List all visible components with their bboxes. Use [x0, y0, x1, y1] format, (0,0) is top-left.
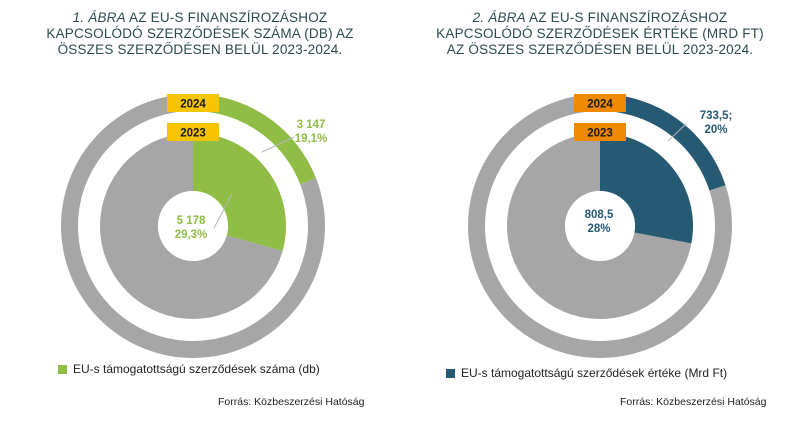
title-line-2: KAPCSOLÓDÓ SZERZŐDÉSEK SZÁMA (DB) AZ	[46, 26, 354, 41]
inner-leader-line	[213, 193, 233, 229]
donut-chart: 2024 2023 733,5; 20% 808,5 28%	[467, 94, 733, 359]
title-line-1: AZ EU-S FINANSZÍROZÁSHOZ	[529, 10, 728, 25]
chart-title: 2. ÁBRA AZ EU-S FINANSZÍROZÁSHOZ KAPCSOL…	[400, 10, 800, 58]
outer-leader-line	[667, 123, 687, 142]
legend-swatch	[58, 364, 67, 374]
year-box-outer-bg	[167, 94, 219, 112]
title-line-3: AZ ÖSSZES SZERZŐDÉSEN BELÜL 2023-2024.	[446, 42, 754, 57]
year-box-inner: 2023	[167, 123, 219, 141]
inner-ring-rest-arc	[99, 133, 283, 319]
donut-chart: 2024 2023 3 147 19,1% 5 178 29,3%	[61, 94, 328, 358]
inner-ring-eu-arc	[600, 133, 693, 244]
inner-data-label-pct: 28%	[587, 223, 610, 235]
year-box-outer-label: 2024	[587, 99, 613, 111]
year-box-outer-bg	[574, 94, 626, 112]
year-box-inner-label: 2023	[180, 128, 206, 140]
legend: EU-s támogatottságú szerződések száma (d…	[58, 362, 320, 376]
source-note: Forrás: Közbeszerzési Hatóság	[218, 396, 365, 408]
outer-data-label-value: 733,5;	[700, 110, 733, 122]
donut-hole	[565, 191, 635, 261]
title-number: 1. ÁBRA	[72, 10, 126, 25]
title-number: 2. ÁBRA	[472, 10, 526, 25]
inner-ring-rest-arc	[507, 133, 692, 319]
chart-panel-2: 2. ÁBRA AZ EU-S FINANSZÍROZÁSHOZ KAPCSOL…	[400, 0, 800, 426]
donut-hole	[158, 191, 228, 261]
legend: EU-s támogatottságú szerződések értéke (…	[446, 366, 727, 380]
title-line-2: KAPCSOLÓDÓ SZERZŐDÉSEK ÉRTÉKE (MRD FT)	[436, 26, 764, 41]
year-box-outer: 2024	[574, 94, 626, 112]
inner-ring-eu-arc	[193, 133, 286, 251]
year-box-inner-label: 2023	[587, 128, 613, 140]
year-box-inner-bg	[574, 123, 626, 141]
inner-data-label-pct: 29,3%	[175, 229, 208, 241]
year-box-outer-label: 2024	[180, 99, 206, 111]
year-box-outer: 2024	[167, 94, 219, 112]
source-note: Forrás: Közbeszerzési Hatóság	[620, 396, 767, 408]
outer-data-label-pct: 20%	[704, 124, 727, 136]
outer-data-label-value: 3 147	[297, 119, 326, 131]
inner-data-label-value: 5 178	[177, 215, 206, 227]
title-line-3: ÖSSZES SZERZŐDÉSEN BELÜL 2023-2024.	[57, 42, 343, 57]
title-line-1: AZ EU-S FINANSZÍROZÁSHOZ	[129, 10, 328, 25]
outer-data-label-pct: 19,1%	[295, 133, 328, 145]
chart-title: 1. ÁBRA AZ EU-S FINANSZÍROZÁSHOZ KAPCSOL…	[0, 10, 400, 58]
legend-label: EU-s támogatottságú szerződések értéke (…	[461, 366, 728, 380]
legend-swatch	[446, 368, 455, 378]
inner-data-label-value: 808,5	[585, 209, 614, 221]
legend-label: EU-s támogatottságú szerződések száma (d…	[73, 362, 320, 376]
outer-leader-line	[261, 136, 295, 153]
chart-panel-1: 1. ÁBRA AZ EU-S FINANSZÍROZÁSHOZ KAPCSOL…	[0, 10, 400, 408]
year-box-inner: 2023	[574, 123, 626, 141]
year-box-inner-bg	[167, 123, 219, 141]
